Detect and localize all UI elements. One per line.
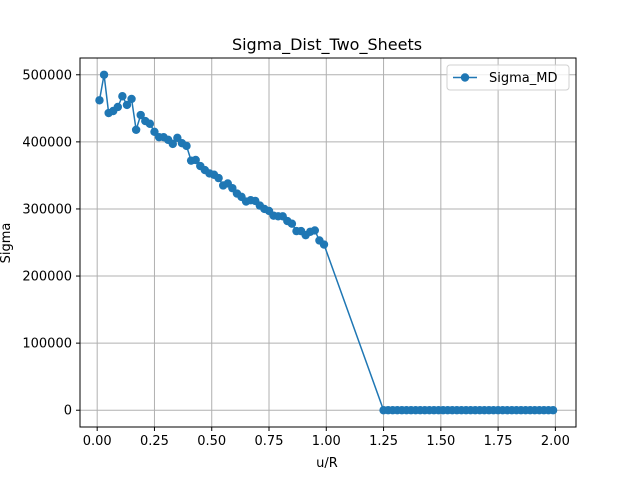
legend-marker	[460, 73, 470, 82]
y-tick-label: 500000	[22, 68, 72, 83]
y-tick-label: 0	[64, 404, 72, 419]
x-tick-label: 0.25	[140, 434, 169, 449]
legend-label: Sigma_MD	[489, 71, 557, 86]
x-tick-label: 1.00	[312, 434, 341, 449]
y-tick-label: 300000	[22, 202, 72, 217]
y-tick-label: 400000	[22, 135, 72, 150]
data-point	[136, 110, 145, 120]
data-point	[131, 125, 141, 134]
x-tick-label: 1.25	[369, 434, 398, 449]
x-tick-label: 1.50	[426, 434, 455, 449]
data-point	[127, 94, 136, 104]
y-tick-label: 100000	[22, 337, 72, 352]
data-point	[191, 155, 200, 165]
chart-title: Sigma_Dist_Two_Sheets	[232, 35, 422, 55]
x-tick-label: 0.00	[83, 434, 112, 449]
data-point	[319, 240, 329, 249]
x-axis-label: u/R	[316, 456, 338, 471]
data-point	[182, 141, 191, 151]
y-axis-label: Sigma	[0, 223, 14, 264]
axes-frame	[79, 57, 577, 428]
data-point	[548, 406, 558, 415]
x-tick-label: 1.75	[484, 434, 513, 449]
data-point	[310, 226, 320, 235]
legend-box	[446, 64, 570, 91]
data-point	[113, 102, 123, 112]
x-tick-label: 0.50	[197, 434, 226, 449]
data-point	[287, 219, 297, 228]
plot-area: 0.00 0.25 0.50 0.75 1.00 1.25 1.50 1.75 2.00 0 100…	[22, 57, 577, 449]
legend: Sigma_MD	[446, 64, 570, 91]
data-point	[122, 100, 132, 110]
data-point	[214, 173, 223, 183]
y-tick-label: 200000	[22, 270, 72, 285]
x-tick-label: 0.75	[255, 434, 284, 449]
data-point	[168, 139, 177, 149]
x-tick-label: 2.00	[541, 434, 570, 449]
data-point	[145, 119, 155, 128]
data-point	[118, 92, 127, 101]
data-point	[95, 96, 104, 105]
data-point	[99, 70, 109, 79]
